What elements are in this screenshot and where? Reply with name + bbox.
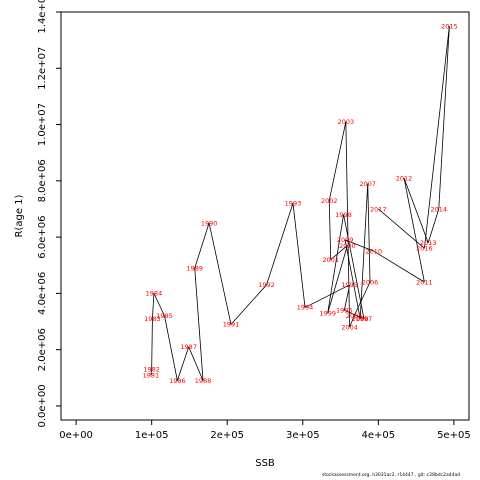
point-label-2003: 2003 — [338, 118, 355, 126]
series-segment — [344, 239, 374, 252]
series-segment — [194, 222, 210, 269]
series-segment — [328, 121, 347, 201]
x-tick-label: 0e+00 — [59, 430, 93, 441]
x-tick-label: 5e+05 — [437, 430, 471, 441]
point-label-1992: 1992 — [258, 281, 275, 289]
point-label-2017: 2017 — [370, 205, 387, 213]
point-label-2010: 2010 — [366, 247, 383, 255]
x-tick-label: 2e+05 — [210, 430, 244, 441]
point-label-1994: 1994 — [297, 304, 314, 312]
series-segment — [378, 208, 425, 249]
point-label-2011: 2011 — [416, 278, 433, 286]
point-label-1987: 1987 — [180, 343, 197, 351]
point-label-1991: 1991 — [223, 321, 240, 329]
point-label-2001: 2001 — [322, 256, 339, 264]
plot-frame — [60, 11, 470, 421]
series-segment — [164, 315, 178, 381]
point-label-2015: 2015 — [441, 22, 458, 30]
series-segment — [353, 281, 371, 317]
series-segment — [345, 121, 351, 328]
point-label-1999: 1999 — [319, 309, 336, 317]
point-label-1997: 1997 — [356, 315, 373, 323]
x-tick-label: 3e+05 — [286, 430, 320, 441]
point-label-1996: 1996 — [336, 307, 353, 315]
series-segment — [367, 183, 371, 283]
point-label-1983: 1983 — [144, 315, 161, 323]
point-label-1990: 1990 — [201, 219, 218, 227]
series-segment — [344, 309, 365, 320]
series-segment — [403, 177, 429, 243]
x-axis: 0e+00 1e+05 2e+05 3e+05 4e+05 5e+05 — [59, 420, 471, 441]
point-label-2008: 2008 — [352, 315, 369, 323]
point-label-1988: 1988 — [195, 377, 212, 385]
series-segment — [427, 208, 440, 243]
point-label-1986: 1986 — [169, 377, 186, 385]
series-segment — [194, 268, 204, 381]
series-segment — [330, 245, 348, 260]
series-segment — [359, 183, 369, 319]
series-segment — [344, 239, 361, 319]
point-label-1998: 1998 — [335, 211, 352, 219]
point-label-1981: 1981 — [143, 371, 160, 379]
series-segment — [150, 369, 153, 376]
series-segment — [266, 203, 294, 286]
point-label-1989: 1989 — [186, 264, 203, 272]
point-label-1984: 1984 — [146, 290, 163, 298]
point-label-2005: 2005 — [346, 312, 363, 320]
y-tick-label: 1.2e+07 — [37, 47, 48, 90]
series-segment — [349, 315, 355, 328]
point-label-1995: 1995 — [341, 281, 358, 289]
point-label-2009: 2009 — [337, 236, 354, 244]
series-segment — [403, 177, 425, 283]
series-segment — [424, 26, 450, 249]
point-label-2014: 2014 — [431, 205, 448, 213]
point-label-2004: 2004 — [341, 323, 358, 331]
series-segment — [438, 26, 450, 209]
y-tick-label: 0.0e+00 — [37, 384, 48, 427]
series-segment — [304, 284, 350, 308]
y-tick-label: 4.0e+06 — [37, 272, 48, 315]
series-segment — [176, 346, 190, 381]
series-segment — [230, 284, 267, 325]
point-label-2000: 2000 — [339, 242, 356, 250]
x-tick-label: 4e+05 — [362, 430, 396, 441]
point-label-2007: 2007 — [359, 180, 376, 188]
series-segment — [327, 214, 344, 314]
series-segment — [292, 203, 306, 308]
series-segment — [152, 293, 155, 319]
point-label-2006: 2006 — [362, 278, 379, 286]
y-tick-label: 6.0e+06 — [37, 216, 48, 259]
series-segment — [188, 346, 204, 381]
x-tick-label: 1e+05 — [135, 430, 169, 441]
series-segment — [327, 245, 348, 314]
series-segment — [151, 318, 153, 370]
point-label-2012: 2012 — [396, 174, 413, 182]
point-label-2002: 2002 — [321, 197, 338, 205]
series-segment — [373, 250, 425, 283]
series-lines — [150, 26, 450, 381]
y-tick-label: 8.0e+06 — [37, 159, 48, 202]
footer-note: stockassessment.org, h3031ac2, r14447 , … — [322, 473, 461, 478]
point-label-1982: 1982 — [143, 366, 160, 374]
x-axis-title: SSB — [255, 458, 275, 469]
y-tick-label: 1.0e+07 — [37, 103, 48, 146]
series-segment — [208, 222, 232, 325]
point-label-1993: 1993 — [285, 200, 302, 208]
y-axis: 0.0e+00 2.0e+06 4.0e+06 6.0e+06 8.0e+06 1.0e+… — [37, 0, 61, 428]
series-segment — [328, 200, 332, 260]
y-tick-label: 1.4e+07 — [37, 0, 48, 34]
series-segment — [153, 293, 165, 317]
y-axis-title: R(age 1) — [14, 194, 25, 237]
y-tick-label: 2.0e+06 — [37, 328, 48, 371]
point-label-1985: 1985 — [156, 312, 173, 320]
point-label-2013: 2013 — [420, 239, 437, 247]
point-label-2016: 2016 — [416, 245, 433, 253]
